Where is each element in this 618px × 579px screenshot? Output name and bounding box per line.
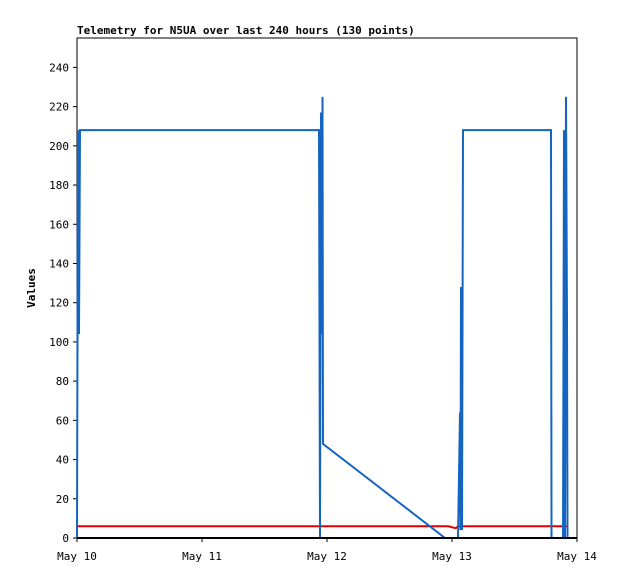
y-tick-label: 220 (49, 101, 69, 114)
y-tick-label: 0 (62, 532, 69, 545)
line-series (76, 96, 569, 539)
y-tick-label: 160 (49, 218, 69, 231)
y-tick-label: 240 (49, 61, 69, 74)
plot-area (76, 37, 578, 539)
y-tick-label: 60 (56, 414, 69, 427)
y-tick-label: 140 (49, 257, 69, 270)
y-tick-label: 200 (49, 140, 69, 153)
x-tick-label: May 10 (57, 550, 97, 563)
y-tick-label: 40 (56, 454, 69, 467)
y-tick-label: 120 (49, 297, 69, 310)
x-tick-label: May 14 (557, 550, 597, 563)
x-tick-label: May 13 (432, 550, 472, 563)
y-tick-label: 20 (56, 493, 69, 506)
y-axis-label: Values (25, 268, 38, 308)
y-tick-label: 80 (56, 375, 69, 388)
x-tick-label: May 12 (307, 550, 347, 563)
x-tick-label: May 11 (182, 550, 222, 563)
chart-title: Telemetry for N5UA over last 240 hours (… (77, 24, 415, 37)
y-tick-label: 100 (49, 336, 69, 349)
y-tick-label: 180 (49, 179, 69, 192)
line-series (77, 525, 567, 530)
